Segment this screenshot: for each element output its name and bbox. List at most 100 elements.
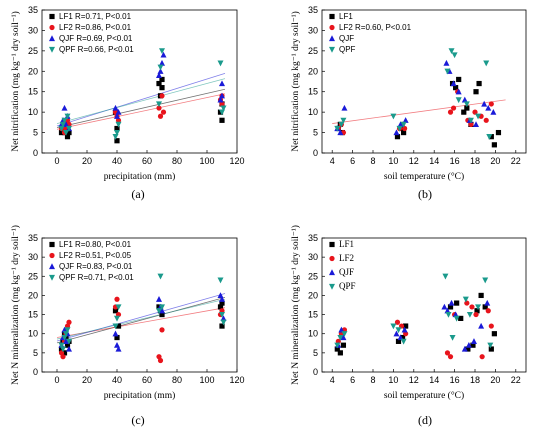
y-tick-label: 15 [308, 310, 318, 320]
point-lf2 [473, 311, 479, 318]
point-qjf [448, 299, 455, 306]
point-lf1 [219, 117, 225, 123]
plot-frame [41, 9, 238, 154]
y-tick-label: 5 [313, 128, 318, 138]
point-qpf [400, 121, 407, 128]
point-lf1 [403, 323, 409, 329]
point-lf2 [447, 109, 454, 115]
point-lf1 [64, 134, 71, 140]
point-qjf [66, 345, 72, 352]
point-qpf [390, 323, 397, 330]
y-axis-title: Net nitrification (mg kg⁻¹ dry soil⁻¹) [290, 11, 301, 152]
legend-label-qjf: QJF R=0.83, P<0.01 [59, 262, 133, 271]
x-tick-label: 22 [511, 375, 521, 385]
point-qjf [219, 80, 225, 87]
point-qjf [461, 96, 468, 103]
legend-marker-qjf [329, 269, 335, 276]
y-tick-label: 10 [308, 107, 318, 117]
point-qpf [157, 64, 164, 71]
x-tick-label: 40 [112, 375, 122, 385]
y-tick-label: 15 [308, 87, 318, 97]
point-lf1 [495, 129, 502, 136]
x-tick-label: 20 [490, 156, 500, 166]
legend-label-lf1: LF1 [339, 239, 354, 249]
point-qpf [482, 277, 489, 284]
point-lf1 [491, 331, 497, 337]
point-qpf [66, 338, 72, 345]
point-qjf [338, 326, 345, 333]
point-qpf [64, 113, 71, 120]
panel-d: 0 5 10 15 20 25 30 35 4 6 8 10 12 14 16 18 20 22 soil temp… [290, 225, 527, 427]
point-lf2 [472, 109, 478, 115]
x-tick-label: 120 [229, 156, 244, 166]
point-qpf [337, 334, 344, 341]
point-lf1 [219, 323, 225, 329]
y-tick-label: 5 [313, 348, 318, 358]
point-qjf [159, 307, 165, 314]
point-qjf [465, 342, 472, 348]
y-tick-label: 35 [28, 233, 38, 243]
legend-label-lf1: LF1 [339, 12, 353, 21]
legend-label-qpf: QPF [339, 45, 356, 54]
y-tick-label: 30 [308, 25, 318, 35]
y-tick-label: 30 [308, 252, 318, 262]
point-lf1 [394, 134, 401, 140]
legend-marker-qpf [49, 46, 55, 53]
point-qpf [475, 113, 482, 120]
y-tick-label: 10 [308, 329, 318, 339]
point-qpf [451, 52, 458, 59]
point-qpf [114, 315, 120, 322]
point-qpf [487, 342, 494, 349]
legend-label-qpf: QPF R=0.71, P<0.01 [59, 273, 134, 282]
panel-c: 0 5 10 15 20 25 30 35 0 20 40 60 80 100 120 precipitati… [10, 225, 245, 427]
fit-line-qjf [56, 72, 226, 127]
point-lf2 [115, 117, 122, 123]
point-qjf [481, 100, 488, 107]
point-qpf [442, 273, 449, 280]
point-lf1 [478, 292, 484, 299]
point-qjf [443, 59, 450, 66]
legend-label-qjf: QJF [339, 34, 354, 43]
point-qpf [61, 117, 68, 124]
point-qpf [114, 129, 120, 136]
point-lf1 [401, 129, 407, 136]
point-lf1 [399, 334, 406, 341]
point-qjf [112, 104, 119, 111]
y-tick-label: 20 [28, 66, 38, 76]
plot-frame [321, 237, 527, 373]
point-qjf [444, 307, 451, 314]
point-qjf [115, 345, 122, 352]
x-tick-label: 120 [229, 375, 244, 385]
y-tick-label: 25 [28, 46, 38, 56]
y-tick-label: 25 [308, 271, 318, 281]
point-qpf [462, 296, 469, 303]
legend-label-qjf: QJF R=0.69, P<0.01 [59, 34, 133, 43]
y-tick-label: 25 [308, 46, 318, 56]
point-lf1 [470, 342, 476, 348]
x-tick-label: 8 [370, 375, 375, 385]
x-tick-label: 16 [450, 375, 460, 385]
point-qjf [393, 129, 400, 136]
point-qpf [334, 342, 341, 349]
point-lf1 [159, 311, 165, 318]
x-tick-label: 100 [199, 375, 214, 385]
x-tick-label: 40 [112, 156, 122, 166]
point-lf1 [114, 125, 120, 132]
legend-label-lf1: LF1 R=0.71, P<0.01 [59, 12, 132, 21]
point-lf1 [58, 129, 65, 136]
fit-line-lf2 [332, 99, 506, 124]
x-tick-label: 4 [330, 156, 335, 166]
point-qjf [157, 68, 164, 74]
panel-label: (c) [131, 413, 144, 427]
point-lf1 [156, 80, 162, 87]
point-qpf [475, 304, 482, 311]
point-qpf [340, 117, 347, 124]
point-qpf [483, 60, 490, 67]
point-qpf [58, 342, 65, 349]
point-lf1 [461, 109, 467, 115]
point-qjf [393, 330, 400, 337]
point-lf1 [64, 342, 71, 348]
fit-line-lf2 [56, 93, 226, 130]
point-lf1 [447, 304, 454, 310]
point-qjf [217, 96, 224, 103]
